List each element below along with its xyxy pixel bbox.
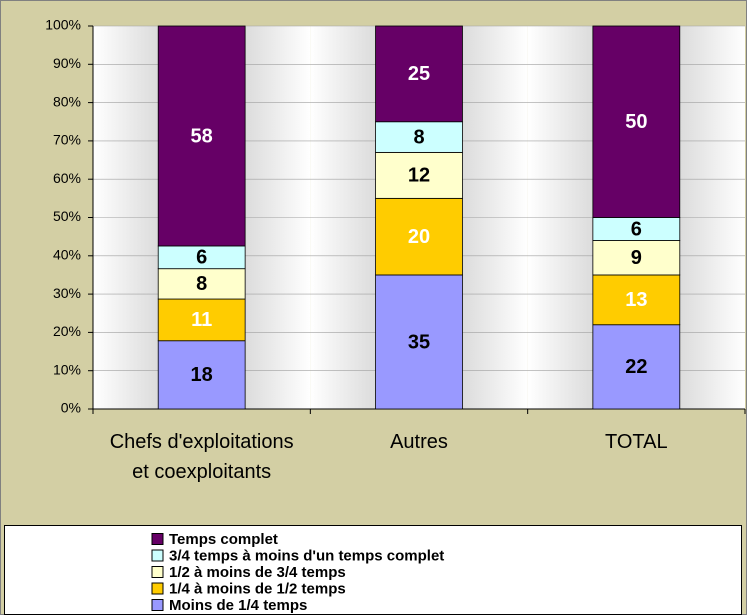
data-label: 50 — [625, 111, 647, 133]
data-label: 35 — [408, 331, 430, 353]
data-label: 13 — [625, 289, 647, 311]
data-label: 20 — [408, 226, 430, 248]
legend-label: 1/2 à moins de 3/4 temps — [169, 564, 346, 581]
y-tick-label: 80% — [53, 93, 81, 109]
data-label: 58 — [191, 125, 213, 147]
y-tick-label: 40% — [53, 247, 81, 263]
data-label: 9 — [631, 247, 642, 269]
y-tick-label: 70% — [53, 132, 81, 148]
data-label: 18 — [191, 364, 213, 386]
bar-segment — [375, 121, 463, 153]
legend-swatch — [151, 549, 164, 562]
legend-box — [4, 525, 742, 615]
legend-swatch — [151, 582, 164, 595]
y-tick-label: 50% — [53, 208, 81, 224]
legend-label: 3/4 temps à moins d'un temps complet — [169, 547, 444, 564]
y-tick-label: 20% — [53, 323, 81, 339]
bar-segment — [592, 324, 681, 410]
bar-segment — [592, 240, 681, 276]
legend-swatch — [151, 566, 164, 578]
y-tick-label: 0% — [61, 400, 81, 416]
data-label: 22 — [625, 356, 647, 378]
y-tick-label: 10% — [53, 361, 81, 377]
legend-label: 1/4 à moins de 1/2 temps — [169, 580, 346, 597]
y-tick-label: 90% — [53, 55, 81, 71]
data-label: 25 — [408, 63, 430, 85]
legend-label: Moins de 1/4 temps — [169, 597, 307, 614]
y-tick-label: 60% — [53, 170, 81, 186]
data-label: 6 — [631, 218, 642, 240]
bar-segment — [157, 25, 246, 247]
x-tick-label: Autres — [390, 431, 448, 453]
legend-swatch — [151, 533, 164, 545]
bar-segment — [592, 25, 681, 218]
legend-swatch — [151, 599, 164, 611]
bar-segment — [375, 151, 463, 199]
bar-segment — [157, 298, 246, 342]
x-tick-label: Chefs d'exploitations et coexploitants — [110, 431, 294, 483]
bar-segment — [157, 268, 246, 300]
y-tick-label: 100% — [45, 17, 81, 33]
bar-segment — [375, 197, 463, 276]
legend-label: Temps complet — [169, 531, 278, 548]
data-label: 12 — [408, 165, 430, 187]
x-tick-label: TOTAL — [605, 431, 668, 453]
data-label: 11 — [191, 309, 212, 331]
data-label: 8 — [413, 126, 424, 148]
data-label: 6 — [196, 247, 207, 269]
y-tick-label: 30% — [53, 285, 81, 301]
bar-segment — [375, 25, 463, 123]
data-label: 8 — [196, 273, 207, 295]
bar-segment — [375, 274, 463, 410]
bar-segment — [157, 340, 246, 410]
